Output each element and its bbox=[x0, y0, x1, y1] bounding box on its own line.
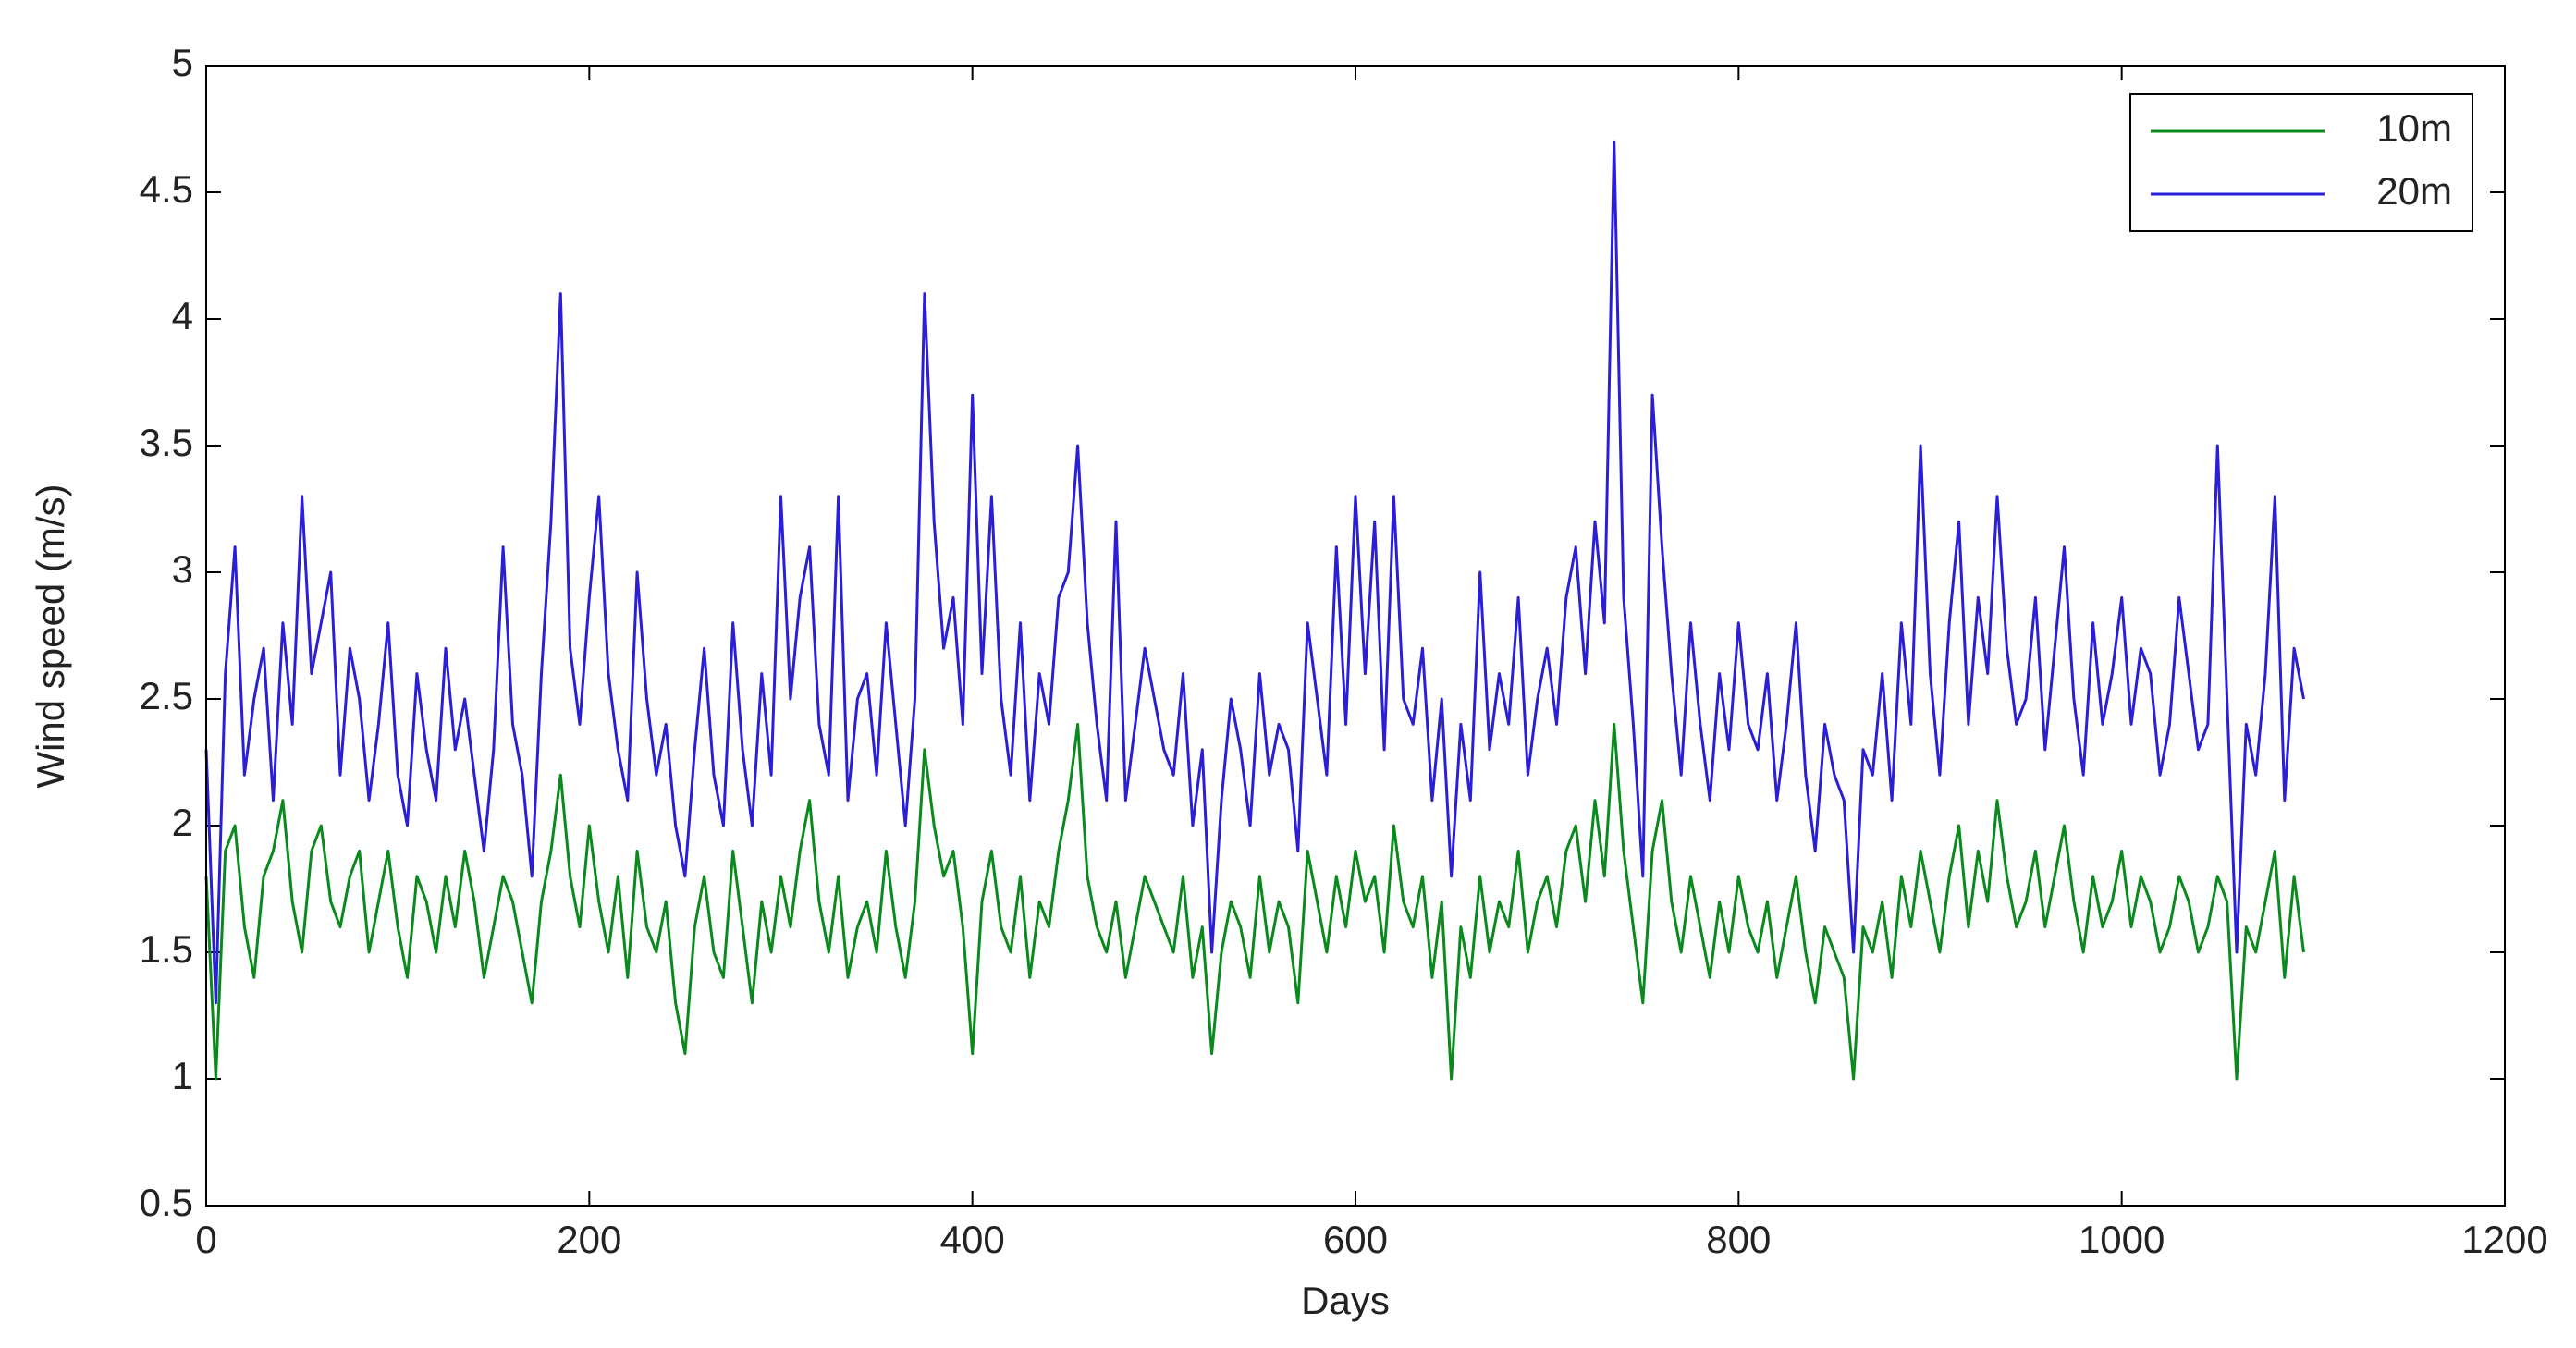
x-tick-label: 800 bbox=[1706, 1218, 1771, 1261]
y-tick-label: 5 bbox=[172, 41, 193, 84]
x-tick-label: 1200 bbox=[2461, 1218, 2547, 1261]
y-tick-label: 4.5 bbox=[140, 167, 193, 211]
x-tick-label: 200 bbox=[557, 1218, 621, 1261]
legend-label: 20m bbox=[2376, 169, 2452, 213]
x-tick-label: 1000 bbox=[2079, 1218, 2165, 1261]
y-tick-label: 0.5 bbox=[140, 1181, 193, 1224]
y-tick-label: 3.5 bbox=[140, 421, 193, 464]
y-tick-label: 4 bbox=[172, 294, 193, 337]
y-tick-label: 2.5 bbox=[140, 674, 193, 717]
y-tick-label: 1.5 bbox=[140, 927, 193, 971]
line-series bbox=[204, 140, 2305, 1005]
line-series bbox=[204, 722, 2305, 1081]
y-tick-label: 1 bbox=[172, 1054, 193, 1097]
legend-box bbox=[2129, 93, 2473, 232]
legend-label: 10m bbox=[2376, 106, 2452, 150]
x-axis-label: Days bbox=[1301, 1279, 1390, 1322]
y-axis-label: Wind speed (m/s) bbox=[29, 484, 72, 788]
plot-frame bbox=[205, 65, 2506, 1207]
y-tick-label: 3 bbox=[172, 547, 193, 591]
x-tick-label: 600 bbox=[1323, 1218, 1388, 1261]
x-tick-label: 400 bbox=[940, 1218, 1005, 1261]
x-tick-label: 0 bbox=[195, 1218, 216, 1261]
y-tick-label: 2 bbox=[172, 801, 193, 844]
